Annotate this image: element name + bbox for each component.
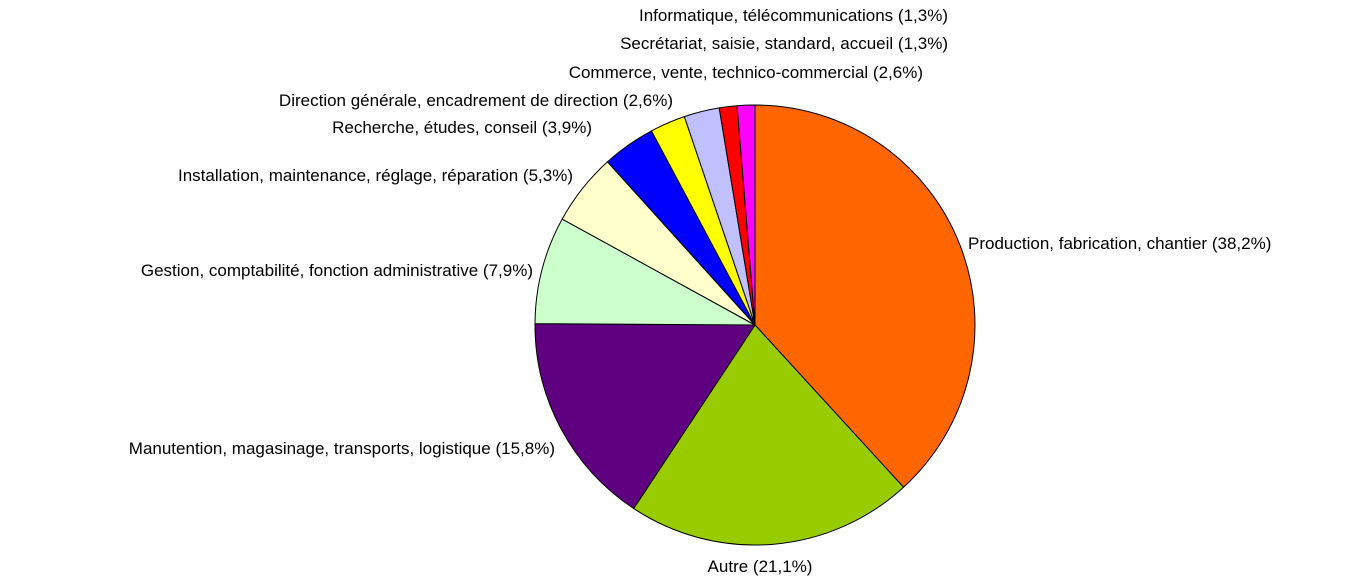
- slice-label: Direction générale, encadrement de direc…: [279, 91, 673, 110]
- value-label: (2,6%): [873, 63, 923, 82]
- slice-label: Recherche, études, conseil (3,9%): [332, 118, 592, 137]
- slice-label: Installation, maintenance, réglage, répa…: [178, 166, 573, 185]
- category-name: Direction générale, encadrement de direc…: [279, 91, 618, 110]
- value-label: (2,6%): [623, 91, 673, 110]
- value-label: (1,3%): [898, 34, 948, 53]
- slice-label: Production, fabrication, chantier (38,2%…: [968, 234, 1271, 253]
- value-label: (7,9%): [483, 261, 533, 280]
- slice-label: Commerce, vente, technico-commercial (2,…: [569, 63, 923, 82]
- slice-label: Secrétariat, saisie, standard, accueil (…: [620, 34, 948, 53]
- pie-slice: [632, 324, 905, 546]
- pie-slice: [754, 104, 976, 488]
- category-name: Informatique, télécommunications: [639, 6, 893, 25]
- category-name: Recherche, études, conseil: [332, 118, 537, 137]
- value-label: (3,9%): [542, 118, 592, 137]
- pie-slice: [534, 323, 756, 510]
- category-name: Installation, maintenance, réglage, répa…: [178, 166, 518, 185]
- category-name: Production, fabrication, chantier: [968, 234, 1207, 253]
- value-label: (15,8%): [495, 439, 555, 458]
- category-name: Gestion, comptabilité, fonction administ…: [141, 261, 478, 280]
- category-name: Commerce, vente, technico-commercial: [569, 63, 868, 82]
- value-label: (38,2%): [1212, 234, 1272, 253]
- value-label: (21,1%): [753, 557, 813, 576]
- value-label: (1,3%): [898, 6, 948, 25]
- slice-label: Informatique, télécommunications (1,3%): [639, 6, 948, 25]
- pie-slice: [534, 218, 756, 326]
- pie-slice: [736, 104, 756, 326]
- category-name: Manutention, magasinage, transports, log…: [129, 439, 491, 458]
- category-name: Autre: [708, 557, 749, 576]
- value-label: (5,3%): [523, 166, 573, 185]
- slice-label: Gestion, comptabilité, fonction administ…: [141, 261, 533, 280]
- category-name: Secrétariat, saisie, standard, accueil: [620, 34, 893, 53]
- slice-label: Autre (21,1%): [708, 557, 813, 576]
- slice-label: Manutention, magasinage, transports, log…: [129, 439, 555, 458]
